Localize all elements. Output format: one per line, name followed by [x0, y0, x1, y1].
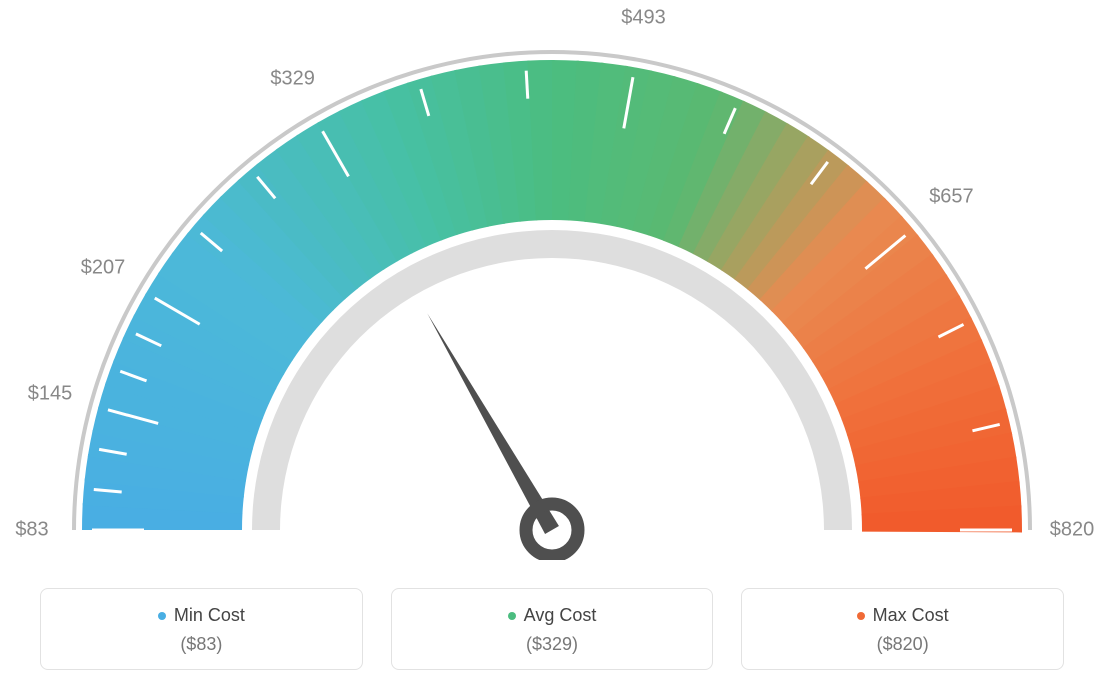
legend-value-max: ($820) — [752, 634, 1053, 655]
tick-label: $657 — [929, 186, 974, 209]
legend-title-avg: Avg Cost — [402, 605, 703, 626]
color-arc — [82, 60, 1022, 532]
tick-label: $207 — [81, 256, 126, 279]
legend-card-avg: Avg Cost ($329) — [391, 588, 714, 670]
legend-row: Min Cost ($83) Avg Cost ($329) Max Cost … — [40, 588, 1064, 670]
legend-value-avg: ($329) — [402, 634, 703, 655]
legend-label-max: Max Cost — [873, 605, 949, 625]
tick-label: $493 — [621, 7, 666, 30]
tick-label: $329 — [270, 68, 315, 91]
tick-label: $820 — [1050, 519, 1095, 542]
gauge-svg — [0, 0, 1104, 560]
legend-title-max: Max Cost — [752, 605, 1053, 626]
legend-label-min: Min Cost — [174, 605, 245, 625]
cost-gauge-chart: $83 $145 $207 $329 $493 $657 $820 Min Cost ($8… — [0, 0, 1104, 690]
legend-card-max: Max Cost ($820) — [741, 588, 1064, 670]
legend-title-min: Min Cost — [51, 605, 352, 626]
legend-card-min: Min Cost ($83) — [40, 588, 363, 670]
gauge-area: $83 $145 $207 $329 $493 $657 $820 — [0, 0, 1104, 560]
legend-dot-max — [857, 612, 865, 620]
legend-dot-avg — [508, 612, 516, 620]
tick-label: $145 — [28, 383, 73, 406]
legend-value-min: ($83) — [51, 634, 352, 655]
tick-label: $83 — [15, 519, 48, 542]
legend-dot-min — [158, 612, 166, 620]
legend-label-avg: Avg Cost — [524, 605, 597, 625]
